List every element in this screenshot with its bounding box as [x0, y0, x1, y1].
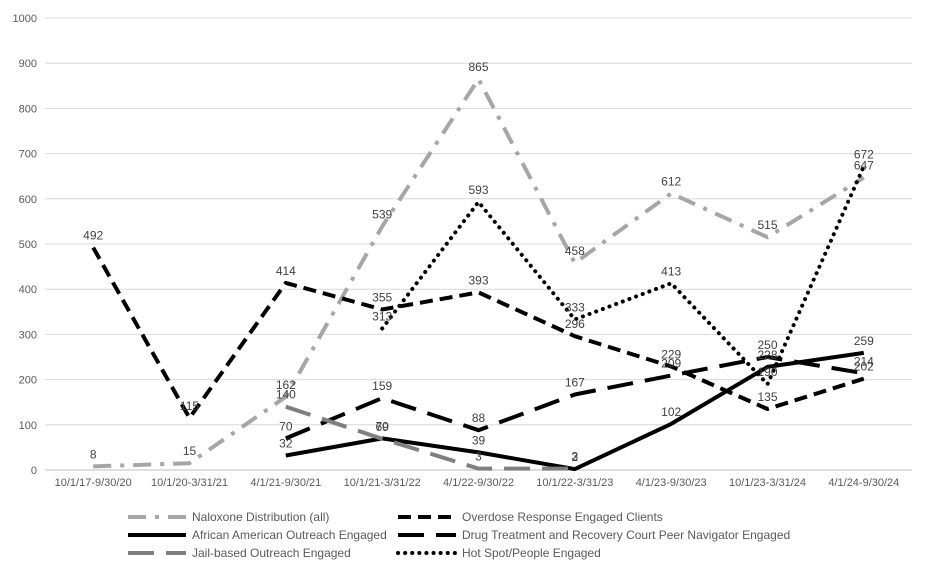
legend-label: African American Outreach Engaged [192, 528, 387, 542]
data-label: 2 [571, 450, 578, 464]
y-tick-label: 100 [19, 420, 37, 432]
data-label: 39 [472, 433, 486, 447]
y-tick-label: 700 [19, 149, 37, 161]
data-label: 115 [180, 399, 199, 413]
data-label: 159 [372, 379, 392, 393]
data-label: 3 [571, 450, 578, 464]
data-label: 135 [757, 390, 777, 404]
series-line-0 [93, 77, 865, 469]
data-label: 647 [854, 159, 874, 173]
data-label: 70 [279, 419, 293, 433]
y-tick-label: 500 [19, 239, 37, 251]
legend: Naloxone Distribution (all) Overdose Resp… [128, 510, 790, 560]
data-label: 88 [472, 411, 486, 425]
data-label: 8 [90, 447, 97, 461]
data-label: 672 [854, 147, 874, 161]
data-label: 229 [661, 347, 681, 361]
data-label: 228 [757, 348, 777, 362]
legend-label: Hot Spot/People Engaged [462, 546, 601, 560]
x-tick-label: 10/1/21-3/31/22 [344, 477, 421, 489]
data-label: 492 [83, 229, 103, 243]
data-label: 865 [468, 60, 488, 74]
gridlines [45, 17, 912, 471]
y-tick-label: 800 [19, 103, 37, 115]
data-label: 539 [372, 207, 392, 221]
data-label: 167 [565, 376, 585, 390]
y-axis: 0 100 200 300 400 500 600 700 800 900 1000 [13, 13, 37, 477]
data-label: 593 [468, 183, 488, 197]
legend-label: Jail-based Outreach Engaged [192, 546, 351, 560]
data-labels: 8 151625398654586125156474921154143553932… [83, 60, 874, 464]
series-line-1 [91, 246, 865, 420]
legend-label: Overdose Response Engaged Clients [462, 510, 663, 524]
y-tick-label: 400 [19, 284, 37, 296]
x-axis: 10/1/17-9/30/20 10/1/20-3/31/21 4/1/21-9/3… [55, 477, 900, 489]
data-label: 202 [854, 360, 874, 374]
data-label: 458 [565, 244, 585, 258]
x-tick-label: 4/1/24-9/30/24 [828, 477, 899, 489]
data-label: 250 [757, 338, 777, 352]
data-label: 313 [372, 310, 392, 324]
x-tick-label: 10/1/23-3/31/24 [729, 477, 806, 489]
data-label: 32 [279, 437, 293, 451]
y-tick-label: 1000 [13, 13, 37, 25]
x-tick-label: 10/1/20-3/31/21 [151, 477, 228, 489]
data-label: 296 [565, 317, 585, 331]
data-label: 3 [475, 450, 482, 464]
legend-label: Drug Treatment and Recovery Court Peer N… [462, 528, 790, 542]
series-lines [91, 77, 866, 472]
data-label: 393 [468, 273, 488, 287]
data-label: 515 [757, 218, 777, 232]
x-tick-label: 4/1/21-9/30/21 [250, 477, 321, 489]
series-line-5 [380, 164, 866, 387]
data-label: 140 [276, 388, 296, 402]
data-label: 259 [854, 334, 874, 348]
y-tick-label: 300 [19, 329, 37, 341]
x-tick-label: 4/1/22-9/30/22 [443, 477, 514, 489]
data-label: 413 [661, 264, 681, 278]
data-label: 355 [372, 291, 392, 305]
x-tick-label: 10/1/22-3/31/23 [536, 477, 613, 489]
y-tick-label: 200 [19, 375, 37, 387]
series-line-3 [285, 355, 865, 441]
data-label: 612 [661, 174, 681, 188]
data-label: 190 [757, 365, 777, 379]
y-tick-label: 900 [19, 58, 37, 70]
data-label: 214 [854, 354, 874, 368]
data-label: 209 [661, 357, 681, 371]
series-line-4 [285, 404, 575, 471]
y-tick-label: 0 [31, 465, 37, 477]
data-label: 162 [276, 378, 296, 392]
data-label: 15 [183, 444, 197, 458]
y-tick-label: 600 [19, 194, 37, 206]
data-label: 102 [661, 405, 681, 419]
legend-label: Naloxone Distribution (all) [192, 510, 329, 524]
data-label: 70 [375, 419, 389, 433]
data-label: 333 [565, 300, 585, 314]
data-label: 414 [276, 264, 296, 278]
x-tick-label: 10/1/17-9/30/20 [55, 477, 132, 489]
data-label: 69 [375, 420, 389, 434]
x-tick-label: 4/1/23-9/30/23 [636, 477, 707, 489]
